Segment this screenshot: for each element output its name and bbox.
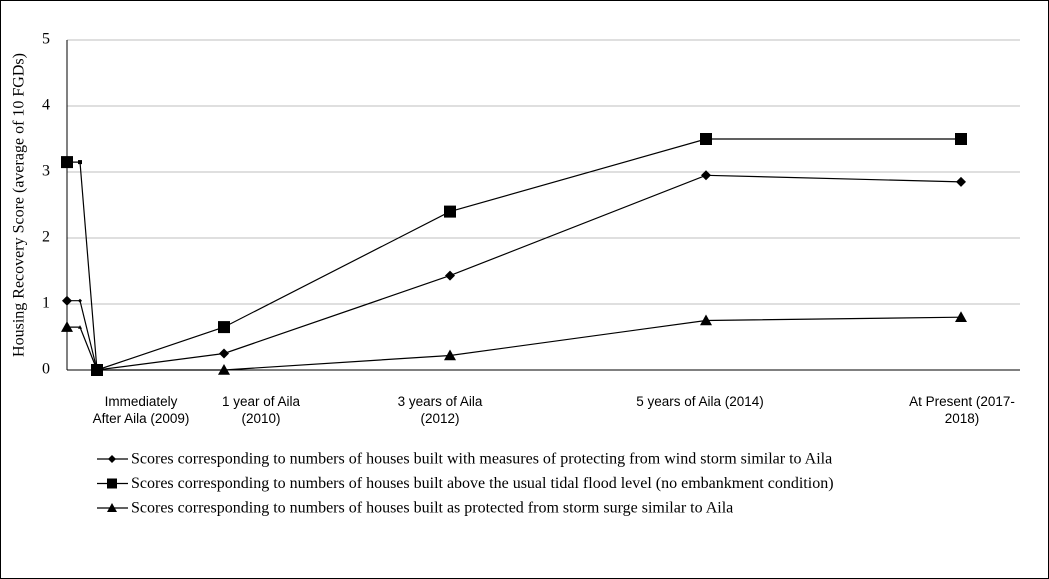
marker (444, 205, 456, 218)
y-tick-label: 3 (42, 163, 50, 180)
x-tick-label: Immediately After Aila (2009) (92, 394, 190, 426)
y-tick-label: 2 (42, 229, 50, 246)
marker (107, 503, 117, 512)
y-tick-label: 5 (42, 31, 50, 48)
marker (61, 321, 73, 332)
marker (218, 321, 230, 334)
marker (955, 133, 967, 145)
legend-label: Scores corresponding to numbers of house… (131, 451, 832, 468)
y-tick-label: 4 (42, 97, 50, 114)
y-tick-label: 0 (42, 361, 50, 378)
marker (444, 349, 456, 361)
legend-label: Scores corresponding to numbers of house… (131, 475, 834, 492)
marker (700, 314, 712, 326)
marker (219, 348, 229, 359)
x-tick-label: 1 year of Aila (2010) (221, 394, 301, 426)
marker (955, 311, 967, 322)
y-axis-label: Housing Recovery Score (average of 10 FG… (11, 53, 28, 357)
marker (91, 364, 103, 375)
series-line (67, 316, 962, 371)
y-tick-label: 1 (42, 295, 50, 312)
marker (78, 160, 82, 165)
marker (61, 156, 73, 169)
legend-label: Scores corresponding to numbers of house… (131, 500, 733, 517)
marker (78, 325, 82, 329)
x-tick-label: At Present (2017-2018) (909, 394, 1015, 426)
marker (78, 298, 82, 303)
marker (107, 478, 117, 489)
marker (701, 170, 711, 181)
x-tick-label: 5 years of Aila (2014) (636, 394, 764, 409)
marker (108, 455, 116, 463)
series-line (67, 174, 962, 371)
marker (956, 176, 966, 187)
series-line (67, 138, 961, 371)
marker (218, 364, 230, 375)
marker (445, 270, 455, 281)
x-tick-label: 3 years of Aila (2012) (397, 394, 483, 426)
marker (700, 133, 712, 145)
marker (62, 295, 72, 306)
